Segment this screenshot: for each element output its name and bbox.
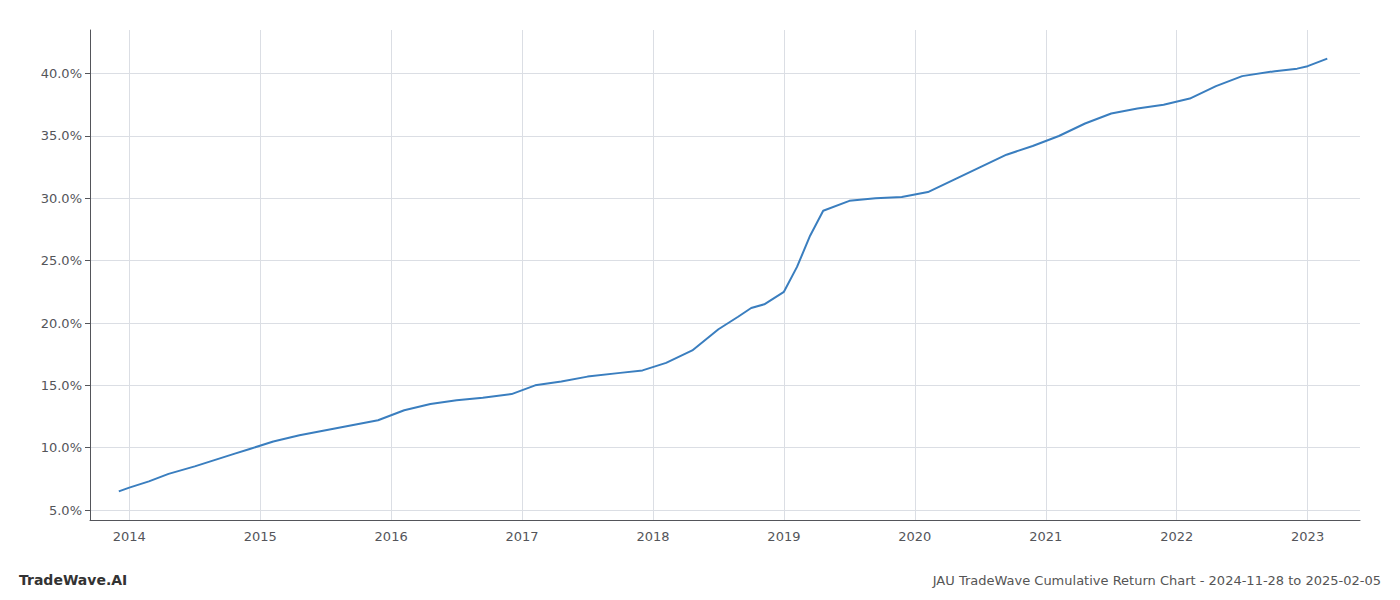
svg-text:2020: 2020 xyxy=(898,529,931,544)
svg-text:2018: 2018 xyxy=(636,529,669,544)
svg-text:35.0%: 35.0% xyxy=(41,128,82,143)
svg-text:2016: 2016 xyxy=(375,529,408,544)
svg-text:2019: 2019 xyxy=(767,529,800,544)
svg-text:2017: 2017 xyxy=(506,529,539,544)
svg-text:2022: 2022 xyxy=(1160,529,1193,544)
svg-text:TradeWave.AI: TradeWave.AI xyxy=(19,572,127,588)
svg-text:2021: 2021 xyxy=(1029,529,1062,544)
svg-text:2015: 2015 xyxy=(244,529,277,544)
svg-text:30.0%: 30.0% xyxy=(41,191,82,206)
svg-text:5.0%: 5.0% xyxy=(49,503,82,518)
svg-text:10.0%: 10.0% xyxy=(41,440,82,455)
svg-text:25.0%: 25.0% xyxy=(41,253,82,268)
svg-text:2014: 2014 xyxy=(113,529,146,544)
svg-text:40.0%: 40.0% xyxy=(41,66,82,81)
svg-text:2023: 2023 xyxy=(1291,529,1324,544)
svg-text:JAU TradeWave Cumulative Retur: JAU TradeWave Cumulative Return Chart - … xyxy=(932,573,1381,588)
svg-text:15.0%: 15.0% xyxy=(41,378,82,393)
svg-text:20.0%: 20.0% xyxy=(41,316,82,331)
